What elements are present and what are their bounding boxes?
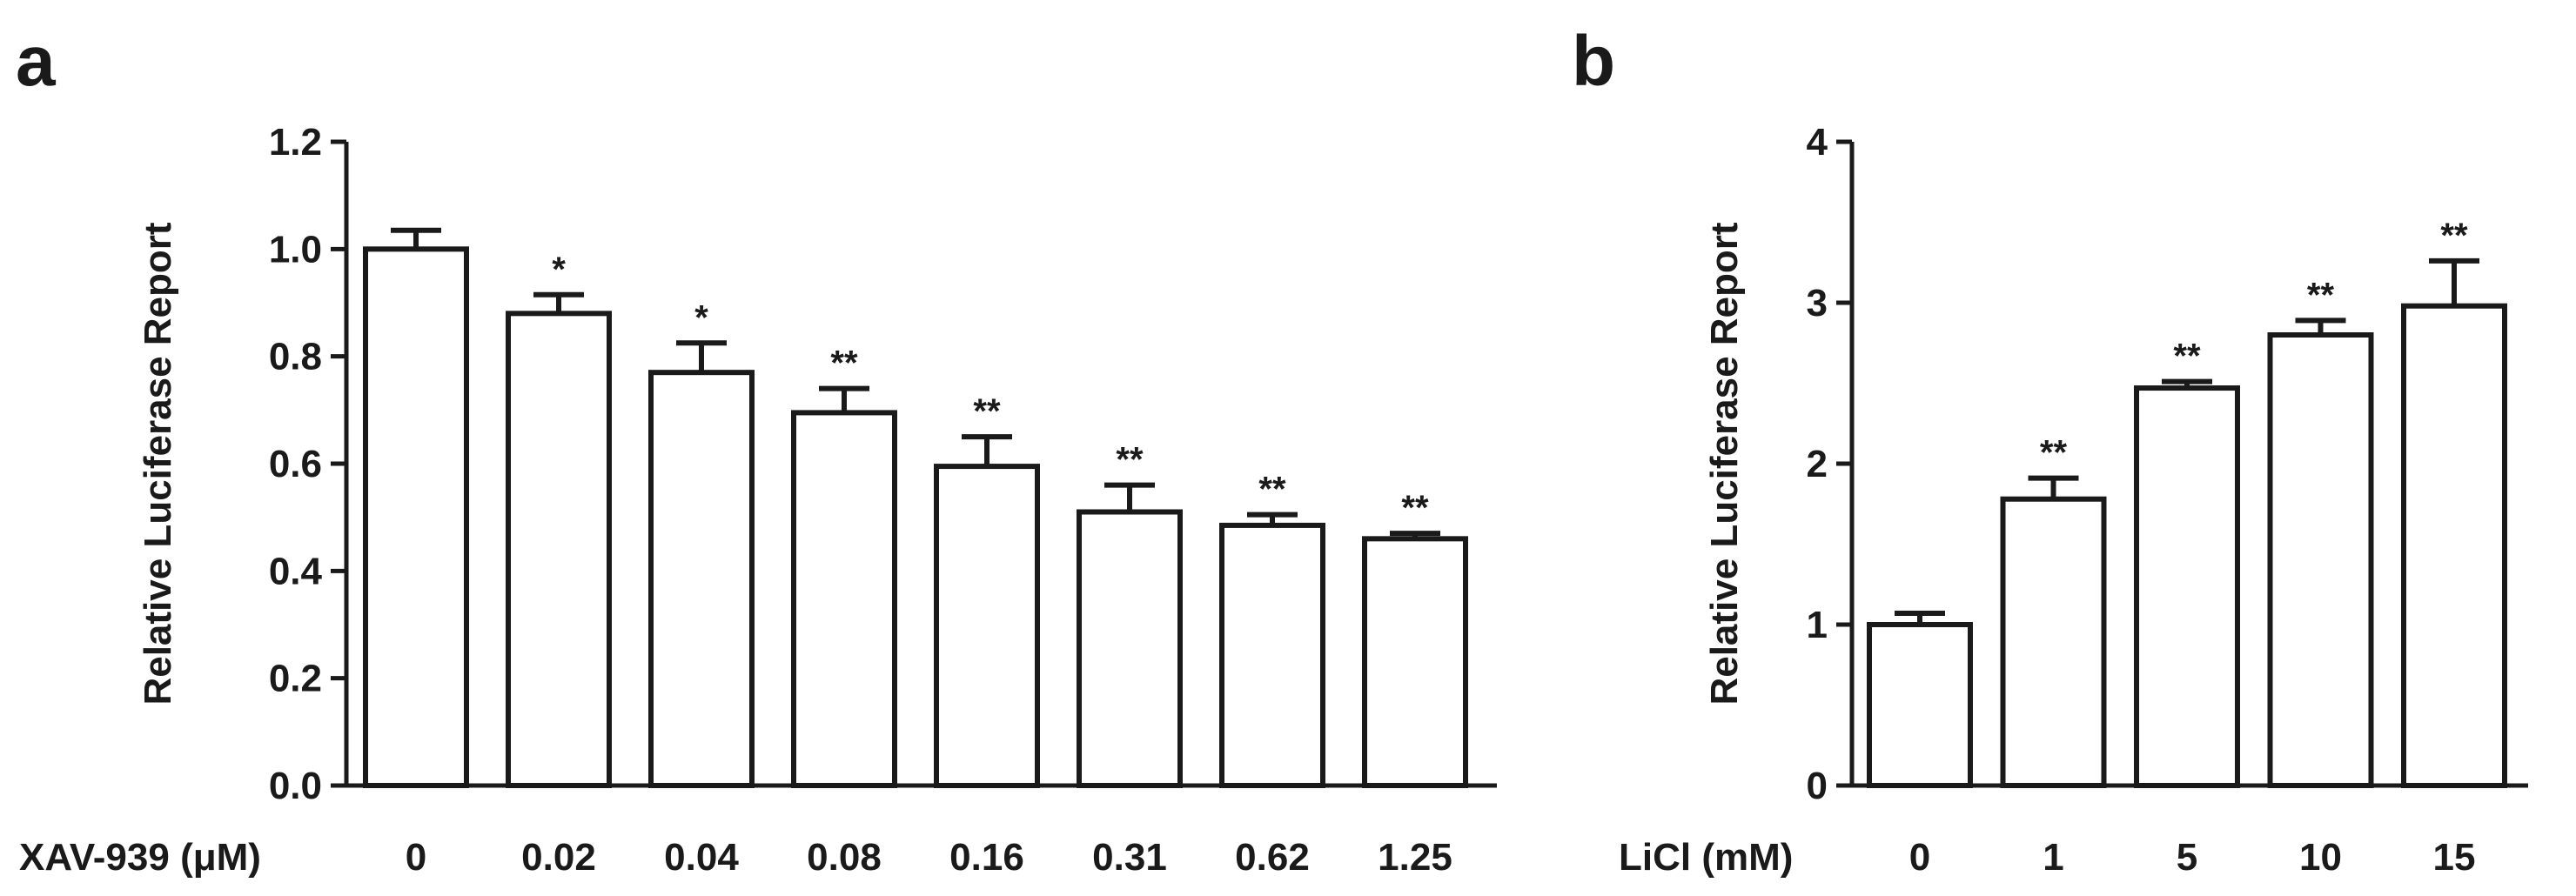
panel-a-bar bbox=[648, 370, 755, 788]
panel-b-bar bbox=[2401, 303, 2507, 788]
panel-b-y-tick-label: 4 bbox=[1807, 121, 1828, 164]
panel-b-x-tick-label: 15 bbox=[2433, 836, 2476, 879]
panel-a-significance-label: ** bbox=[973, 392, 1001, 431]
panel-a-y-tick-label: 1.0 bbox=[269, 228, 322, 271]
panel-b-bar bbox=[2134, 385, 2240, 788]
panel-a-bar bbox=[791, 410, 897, 788]
panel-a-x-tick-label: 0.04 bbox=[664, 836, 739, 879]
panel-b-significance-label: ** bbox=[2173, 338, 2201, 376]
panel-a-y-tick-label: 0.4 bbox=[269, 550, 323, 592]
panel-b-bar bbox=[2267, 332, 2374, 788]
panel-a-x-tick-label: 0.02 bbox=[521, 836, 596, 879]
panel-b-x-axis-title: LiCl (mM) bbox=[1619, 836, 1793, 879]
panel-b-y-tick-label: 0 bbox=[1807, 765, 1828, 807]
panel-a-plot: 0.0 0.2 0.4 0.6 0.8 1.0 1.2 0 * 0.02 * 0.04 ** 0.08 **… bbox=[269, 121, 1497, 879]
panel-a-y-tick-label: 0.6 bbox=[269, 443, 322, 485]
panel-a-x-tick-label: 0.62 bbox=[1235, 836, 1310, 879]
panel-a-x-tick-label: 0.31 bbox=[1092, 836, 1167, 879]
panel-a-bar bbox=[1362, 536, 1468, 788]
panel-a-bar bbox=[1077, 509, 1183, 788]
panel-b-y-tick-label: 1 bbox=[1807, 604, 1828, 646]
panel-b-plot: 0 1 2 3 4 0 ** 1 ** 5 ** 10 ** 15 bbox=[1807, 121, 2528, 879]
panel-a-x-tick-label: 1.25 bbox=[1378, 836, 1452, 879]
panel-a-x-tick-label: 0.16 bbox=[949, 836, 1024, 879]
panel-b-x-tick-label: 1 bbox=[2043, 836, 2063, 879]
panel-b-significance-label: ** bbox=[2440, 217, 2468, 255]
panel-a-bar bbox=[506, 311, 612, 789]
panel-b-y-axis-title: Relative Luciferase Report bbox=[1703, 222, 1746, 705]
panel-b: b 0 1 2 3 4 0 ** 1 ** 5 ** 10 ** 15 Relative Lucifera… bbox=[1572, 22, 2528, 879]
panel-b-letter: b bbox=[1572, 22, 1615, 101]
panel-b-significance-label: ** bbox=[2307, 276, 2335, 314]
panel-a-significance-label: ** bbox=[830, 344, 858, 383]
panel-a-significance-label: * bbox=[552, 251, 566, 289]
panel-a-y-tick-label: 0.0 bbox=[269, 765, 322, 807]
panel-a-y-tick-label: 0.2 bbox=[269, 658, 322, 700]
panel-a-y-tick-label: 0.8 bbox=[269, 336, 322, 378]
panel-a-bar bbox=[363, 246, 469, 789]
panel-a-bar bbox=[934, 464, 1040, 788]
panel-b-significance-label: ** bbox=[2040, 434, 2068, 472]
panel-a-y-tick-label: 1.2 bbox=[269, 121, 322, 164]
panel-a-letter: a bbox=[16, 22, 57, 101]
panel-b-y-tick-label: 2 bbox=[1807, 443, 1828, 485]
panel-b-x-tick-label: 10 bbox=[2299, 836, 2342, 879]
panel-b-y-tick-label: 3 bbox=[1807, 282, 1828, 324]
panel-a-x-axis-title: XAV-939 (μM) bbox=[19, 836, 261, 879]
panel-b-x-tick-label: 0 bbox=[1909, 836, 1930, 879]
panel-b-bar bbox=[1867, 622, 1973, 788]
panel-a-bar bbox=[1219, 522, 1325, 789]
panel-a: a 0.0 0.2 0.4 0.6 0.8 1.0 1.2 0 * 0.02 * 0.04 ** 0.08… bbox=[16, 22, 1497, 879]
panel-a-significance-label: ** bbox=[1258, 471, 1286, 509]
panel-a-x-tick-label: 0 bbox=[406, 836, 426, 879]
panel-a-x-tick-label: 0.08 bbox=[807, 836, 882, 879]
panel-a-y-axis-title: Relative Luciferase Report bbox=[137, 222, 179, 705]
panel-a-significance-label: * bbox=[694, 298, 708, 337]
panel-a-significance-label: ** bbox=[1401, 489, 1429, 527]
panel-b-bar bbox=[2000, 496, 2107, 788]
panel-b-x-tick-label: 5 bbox=[2177, 836, 2197, 879]
panel-a-significance-label: ** bbox=[1116, 441, 1144, 479]
